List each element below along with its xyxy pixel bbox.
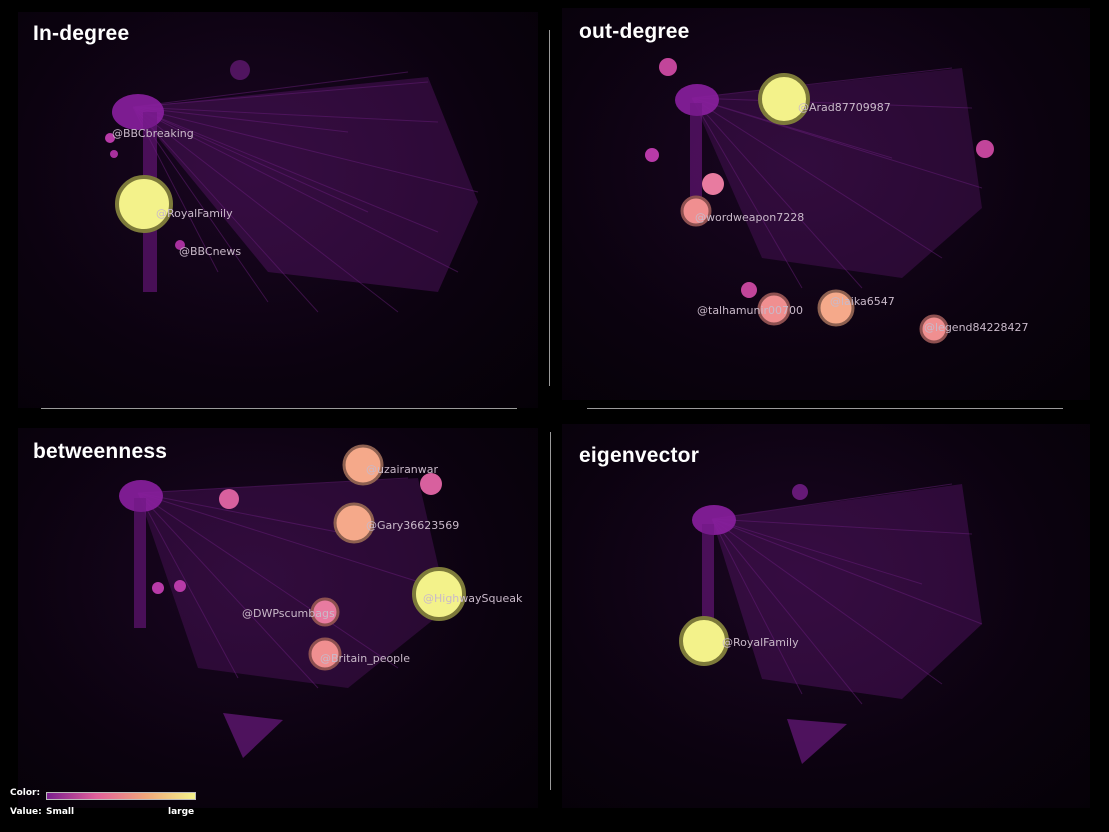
node-label: @RoyalFamily — [156, 207, 233, 220]
hub-column — [702, 524, 714, 634]
node — [702, 173, 724, 195]
panel-eigenvector: @RoyalFamily eigenvector — [562, 424, 1090, 808]
node-dwpscumbags — [310, 597, 340, 627]
node-arad — [758, 73, 810, 125]
divider-vertical-bottom — [550, 432, 551, 790]
node-cluster — [787, 719, 847, 764]
node-label: @laika6547 — [830, 295, 895, 308]
color-legend: Color: Value: Small large — [10, 787, 210, 823]
graph-out-degree: @Arad87709987 @wordweapon7228 @talhamuni… — [645, 58, 1029, 344]
node-highwaysqueak — [412, 567, 466, 621]
node-royalfamily — [115, 175, 173, 233]
node-label: @Gary36623569 — [366, 519, 459, 532]
divider-horizontal-left — [41, 408, 517, 409]
node — [659, 58, 677, 76]
hub-column — [690, 103, 702, 223]
edge-density — [133, 77, 478, 292]
edge-density — [692, 68, 982, 278]
legend-small-label: Small — [46, 807, 75, 817]
node — [219, 489, 239, 509]
node — [976, 140, 994, 158]
node-label: @BBCbreaking — [112, 127, 194, 140]
divider-horizontal-right — [587, 408, 1063, 409]
node-gary — [333, 502, 375, 544]
panel-betweenness: @uzairanwar @Gary36623569 @HighwaySqueak… — [18, 428, 538, 808]
graph-betweenness: @uzairanwar @Gary36623569 @HighwaySqueak… — [119, 444, 523, 758]
edge-fan — [132, 71, 479, 313]
panel-out-degree: @Arad87709987 @wordweapon7228 @talhamuni… — [562, 8, 1090, 400]
panel-title: out-degree — [579, 20, 690, 43]
node — [174, 580, 186, 592]
node — [792, 484, 808, 500]
node-label: @HighwaySqueak — [423, 592, 523, 605]
node-laika — [817, 289, 855, 327]
node-cluster — [223, 713, 283, 758]
panel-title: eigenvector — [579, 444, 700, 467]
node-royalfamily — [679, 616, 729, 666]
node — [175, 240, 185, 250]
node — [741, 282, 757, 298]
hub-column — [134, 498, 146, 628]
node — [230, 60, 250, 80]
node — [105, 133, 115, 143]
graph-in-degree: @BBCbreaking @RoyalFamily @BBCnews — [105, 60, 479, 313]
edge-density — [712, 484, 982, 699]
node-label: @BBCnews — [179, 245, 241, 258]
hub-cluster — [675, 84, 719, 116]
legend-value-label: Value: — [10, 807, 42, 817]
node-label: @Britain_people — [320, 652, 410, 665]
divider-vertical-top — [549, 30, 550, 386]
node-label: @uzairanwar — [366, 463, 439, 476]
node-uzairanwar — [342, 444, 384, 486]
hub-cluster — [119, 480, 163, 512]
node-label: @wordweapon7228 — [695, 211, 804, 224]
node-label: @talhamunir00700 — [697, 304, 803, 317]
node — [110, 150, 118, 158]
node-label: @legend84228427 — [924, 321, 1029, 334]
node — [420, 473, 442, 495]
legend-large-label: large — [168, 807, 195, 817]
node-legend — [919, 314, 949, 344]
edge-fan — [711, 483, 983, 705]
legend-gradient-bar — [46, 792, 196, 800]
node-label: @Arad87709987 — [798, 101, 891, 114]
edge-fan — [691, 67, 983, 289]
node — [152, 582, 164, 594]
node-wordweapon — [680, 195, 712, 227]
graph-eigenvector: @RoyalFamily — [679, 483, 983, 764]
node — [645, 148, 659, 162]
edge-fan — [137, 477, 439, 689]
node-talhamunir — [757, 292, 791, 326]
panel-title: betweenness — [33, 440, 168, 463]
node-label: @DWPscumbags — [242, 607, 335, 620]
panel-in-degree: @BBCbreaking @RoyalFamily @BBCnews In-de… — [18, 12, 538, 408]
node-label: @RoyalFamily — [722, 636, 799, 649]
node-britain-people — [308, 637, 342, 671]
panel-title: In-degree — [33, 22, 130, 45]
legend-color-label: Color: — [10, 788, 41, 798]
